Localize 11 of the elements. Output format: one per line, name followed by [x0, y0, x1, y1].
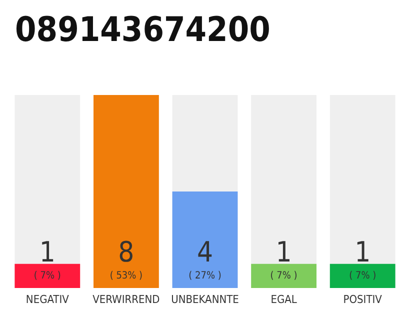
chart-title: 089143674200 — [15, 10, 270, 50]
x-tick-label: NEGATIV — [26, 293, 70, 306]
x-tick-label: VERWIRREND — [92, 293, 160, 306]
data-label: 1 ( 7% ) — [270, 236, 298, 282]
x-tick-label: UNBEKANNTE — [171, 293, 239, 306]
data-label: 4 ( 27% ) — [188, 236, 222, 282]
data-label: 8 ( 53% ) — [110, 236, 143, 282]
data-label: 1 ( 7% ) — [349, 236, 376, 282]
x-tick-label: POSITIV — [343, 293, 382, 306]
data-label: 1 ( 7% ) — [34, 236, 61, 282]
x-tick-label: EGAL — [270, 293, 298, 306]
